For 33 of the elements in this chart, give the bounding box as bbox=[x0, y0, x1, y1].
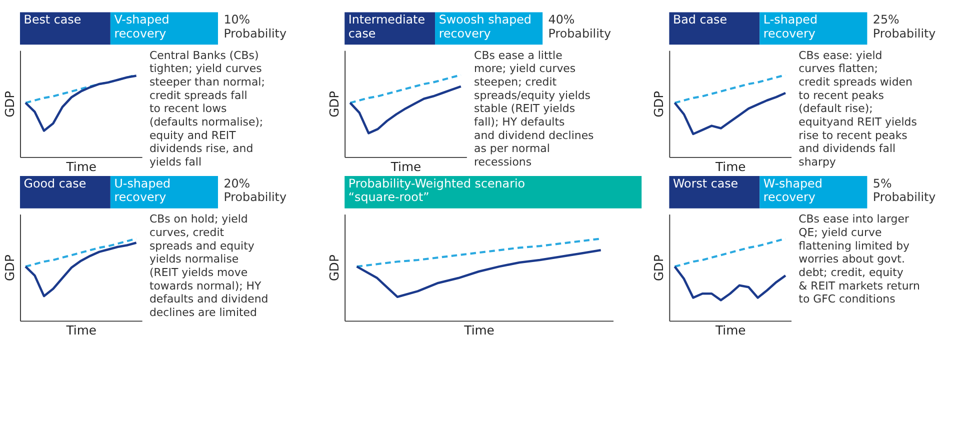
chart-subtitle: W-shaped recovery bbox=[763, 176, 822, 204]
chart-subtitle: V-shaped recovery bbox=[114, 12, 170, 40]
text: 10% Probability bbox=[224, 12, 286, 40]
text: CBs on hold; yield curves, credit spreads and equity yields normalise (REIT yields move towards normal); HY defaults and dividend declines are limited bbox=[149, 212, 268, 319]
y-axis-title: GDP bbox=[327, 90, 342, 118]
text: CBs ease: yield curves flatten; credit spreads widen to recent peaks (default rise); equityand REIT yields rise to recent peaks and dividends fall sharpy bbox=[798, 48, 917, 169]
x-axis-title: Time bbox=[714, 160, 746, 174]
y-axis-title: GDP bbox=[2, 90, 17, 118]
x-axis-title: Time bbox=[65, 323, 97, 338]
text: CBs ease a little more; yield curves steepen; credit spreads/equity yields stable (REIT yields fall); HY defaults and dividend declines as per normal recessions bbox=[474, 48, 594, 169]
text: 40% Probability bbox=[548, 12, 612, 40]
y-axis-title: GDP bbox=[2, 254, 17, 282]
chart-title: Bad case bbox=[673, 12, 728, 27]
x-axis-title: Time bbox=[65, 160, 97, 174]
chart-title: Probability-Weighted scenario “square-root” bbox=[348, 176, 526, 204]
text: Central Banks (CBs) tighten; yield curves steeper than normal; credit spreads fall to recent lows (defaults normalise); equity and REIT dividends rise, and yields fall bbox=[149, 48, 265, 169]
chart-subtitle: U-shaped recovery bbox=[114, 176, 171, 204]
x-axis-title: Time bbox=[390, 160, 422, 174]
x-axis-title: Time bbox=[463, 323, 494, 338]
text: CBs ease into larger QE; yield curve flattening limited by worries about govt. debt; credit, equity & REIT markets return to GFC conditions bbox=[798, 212, 920, 306]
text: 20% Probability bbox=[224, 176, 286, 204]
chart-title: Worst case bbox=[673, 176, 738, 190]
chart-subtitle: Swoosh shaped recovery bbox=[438, 12, 532, 40]
x-axis-title: Time bbox=[714, 323, 746, 338]
chart-subtitle: L-shaped recovery bbox=[763, 12, 818, 40]
chart-title: Good case bbox=[24, 176, 86, 190]
text: 5% Probability bbox=[872, 176, 936, 204]
chart-title: Best case bbox=[24, 12, 82, 27]
y-axis-title: GDP bbox=[327, 254, 342, 282]
text: 25% Probability bbox=[872, 12, 936, 40]
y-axis-title: GDP bbox=[652, 254, 666, 282]
y-axis-title: GDP bbox=[652, 90, 666, 118]
chart-title: Intermediate case bbox=[348, 12, 426, 40]
